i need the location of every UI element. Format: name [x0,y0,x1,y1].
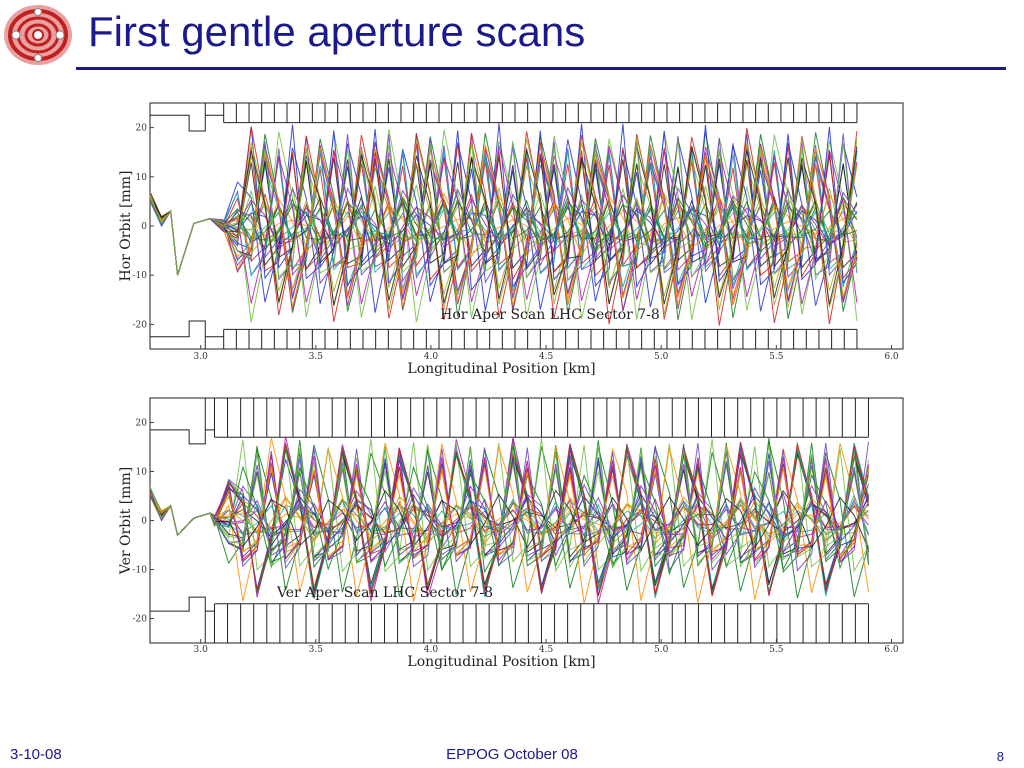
x-axis-label: Longitudinal Position [km] [407,654,595,670]
orbit-trace [149,454,869,563]
x-axis-label: Longitudinal Position [km] [407,361,595,377]
x-tick-label: 4.0 [424,645,439,655]
orbit-traces [149,436,869,604]
orbit-trace [149,145,858,305]
hor-aperture-chart: 3.0 3.5 4.0 4.5 5.0 5.5 6.0 20 10 0 -10 -20 Hor Aper… [118,102,904,377]
x-tick-label: 5.5 [769,645,784,655]
x-tick-label: 5.0 [654,352,669,362]
y-axis-label: Hor Orbit [mm] [118,171,134,282]
x-tick-label: 4.5 [539,352,554,362]
x-tick-label: 6.0 [884,645,899,655]
orbit-trace [149,462,869,576]
orbit-trace [149,157,858,276]
orbit-trace [149,438,869,573]
orbit-trace [149,466,869,558]
slide-title: First gentle aperture scans [88,8,586,55]
x-tick-label: 3.5 [309,645,324,655]
orbit-trace [149,140,858,283]
y-axis-label: Ver Orbit [mm] [118,467,134,575]
orbit-trace [149,492,869,537]
x-tick-label: 4.5 [539,645,554,655]
x-tick-label: 4.0 [424,352,439,362]
aperture-outline [150,103,858,349]
orbit-trace [149,148,858,277]
chart-title: Hor Aper Scan LHC Sector 7-8 [440,307,660,323]
aperture-outline [150,398,869,643]
x-tick-label: 3.0 [193,352,208,362]
page-number: 8 [996,749,1004,764]
orbit-trace [149,193,858,276]
title-divider [76,67,1006,70]
ver-aperture-chart: 3.0 3.5 4.0 4.5 5.0 5.5 6.0 20 10 0 -10 -20 Ver Aper… [118,397,904,670]
orbit-trace [149,489,869,552]
x-tick-label: 3.5 [309,352,324,362]
orbit-trace [149,491,869,546]
footer-event: EPPOG October 08 [446,746,578,763]
y-tick-label: 10 [136,173,148,183]
y-tick-label: 20 [136,124,148,134]
x-tick-label: 5.0 [654,645,669,655]
x-tick-label: 6.0 [884,352,899,362]
y-tick-label: 10 [136,468,148,478]
orbit-trace [149,444,869,570]
orbit-traces [149,123,858,326]
footer-date: 3-10-08 [10,746,62,763]
chart-title: Ver Aper Scan LHC Sector 7-8 [276,585,493,601]
x-tick-label: 5.5 [769,352,784,362]
orbit-trace [149,186,858,276]
orbit-trace [149,486,869,539]
orbit-trace [149,458,869,563]
y-tick-label: -10 [133,271,148,281]
y-tick-label: 0 [141,517,147,527]
y-tick-label: 20 [136,419,148,429]
y-tick-label: -20 [133,615,148,625]
y-tick-label: -10 [133,566,148,576]
y-tick-label: 0 [141,222,147,232]
lhc-logo-icon [4,5,72,65]
y-tick-label: -20 [133,320,148,330]
x-tick-label: 3.0 [193,645,208,655]
